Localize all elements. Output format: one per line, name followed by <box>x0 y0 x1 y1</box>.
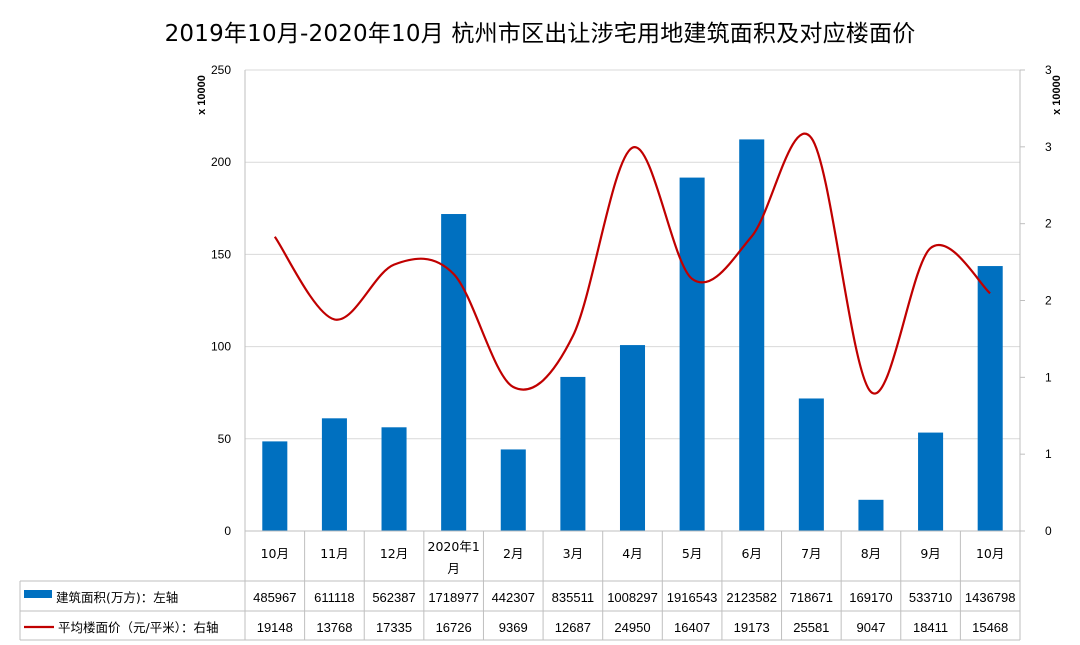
category-label: 10月 <box>976 546 1004 561</box>
category-label: 11月 <box>320 546 348 561</box>
legend-key-bar <box>24 590 52 598</box>
category-label: 5月 <box>682 546 702 561</box>
bar-series <box>262 139 1003 532</box>
table-cell-area: 1916543 <box>667 590 718 605</box>
table-cell-area: 169170 <box>849 590 892 605</box>
chart-title: 2019年10月-2020年10月 杭州市区出让涉宅用地建筑面积及对应楼面价 <box>164 21 916 47</box>
right-axis-tick-label: 2 <box>1045 294 1052 308</box>
table-cell-price: 18411 <box>913 620 948 635</box>
table-cell-price: 9047 <box>857 620 886 635</box>
table-cell-area: 1718977 <box>428 590 479 605</box>
table-cell-price: 17335 <box>376 620 412 635</box>
category-label: 2月 <box>503 546 523 561</box>
table-cell-price: 13768 <box>316 620 352 635</box>
table-cell-area: 611118 <box>314 590 355 605</box>
table-cell-price: 12687 <box>555 620 591 635</box>
table-cell-price: 9369 <box>499 620 528 635</box>
right-axis-unit-label: x 10000 <box>1051 75 1063 115</box>
bar <box>500 449 526 531</box>
right-axis-tick-label: 3 <box>1045 63 1052 77</box>
bar <box>381 427 407 531</box>
category-label: 7月 <box>801 546 821 561</box>
right-axis-tick-label: 2 <box>1045 217 1052 231</box>
legend-label-bar: 建筑面积(万方)：左轴 <box>56 590 178 605</box>
data-table: 10月 11月 12月 2020年1 月 2月 3月 4月 5月 6月 7月 8月 9月 10月 48596… <box>19 530 1020 641</box>
category-label: 3月 <box>563 546 583 561</box>
bar <box>798 398 824 531</box>
bar <box>560 376 586 531</box>
table-cell-price: 16726 <box>436 620 472 635</box>
bar <box>739 139 765 531</box>
table-cell-price: 16407 <box>674 620 710 635</box>
table-cell-area: 442307 <box>492 590 535 605</box>
bar <box>321 418 347 531</box>
price-line <box>273 132 991 395</box>
table-cell-area: 1436798 <box>965 590 1016 605</box>
left-axis-tick-label: 50 <box>218 432 232 446</box>
right-axis-tick-label: 3 <box>1045 140 1052 154</box>
table-cell-area: 718671 <box>790 590 833 605</box>
table-cell-price: 24950 <box>614 620 650 635</box>
right-axis-tick-label: 0 <box>1045 524 1052 538</box>
left-axis-tick-label: 0 <box>224 524 231 538</box>
left-axis-tick-label: 250 <box>211 63 231 77</box>
left-axis-tick-label: 100 <box>211 340 231 354</box>
category-label: 9月 <box>920 546 940 561</box>
category-label: 2020年1 月 <box>428 539 480 576</box>
table-cell-area: 485967 <box>253 590 296 605</box>
left-axis-tick-label: 150 <box>211 247 231 261</box>
category-label: 4月 <box>622 546 642 561</box>
legend-label-line: 平均楼面价（元/平米）：右轴 <box>58 620 218 635</box>
category-label: 12月 <box>380 546 408 561</box>
table-cell-price: 19173 <box>734 620 770 635</box>
bar <box>918 432 944 531</box>
right-axis-tick-label: 1 <box>1045 447 1052 461</box>
table-cell-area: 562387 <box>372 590 415 605</box>
table-cell-price: 19148 <box>257 620 293 635</box>
left-axis-tick-label: 200 <box>211 155 231 169</box>
table-cell-price: 25581 <box>793 620 829 635</box>
table-cell-area: 2123582 <box>726 590 777 605</box>
bar <box>977 266 1003 531</box>
table-cell-area: 835511 <box>552 590 594 605</box>
table-cell-area: 533710 <box>909 590 952 605</box>
table-cell-area: 1008297 <box>607 590 658 605</box>
bar <box>262 441 288 531</box>
category-label: 6月 <box>742 546 762 561</box>
table-cell-price: 15468 <box>972 620 1008 635</box>
right-axis-tick-label: 1 <box>1045 370 1052 384</box>
bar <box>441 214 467 532</box>
bar <box>619 345 646 531</box>
bar <box>858 499 884 531</box>
category-label: 8月 <box>861 546 881 561</box>
left-axis-unit-label: x 10000 <box>196 75 208 115</box>
bar <box>679 177 705 531</box>
category-label: 10月 <box>261 546 289 561</box>
